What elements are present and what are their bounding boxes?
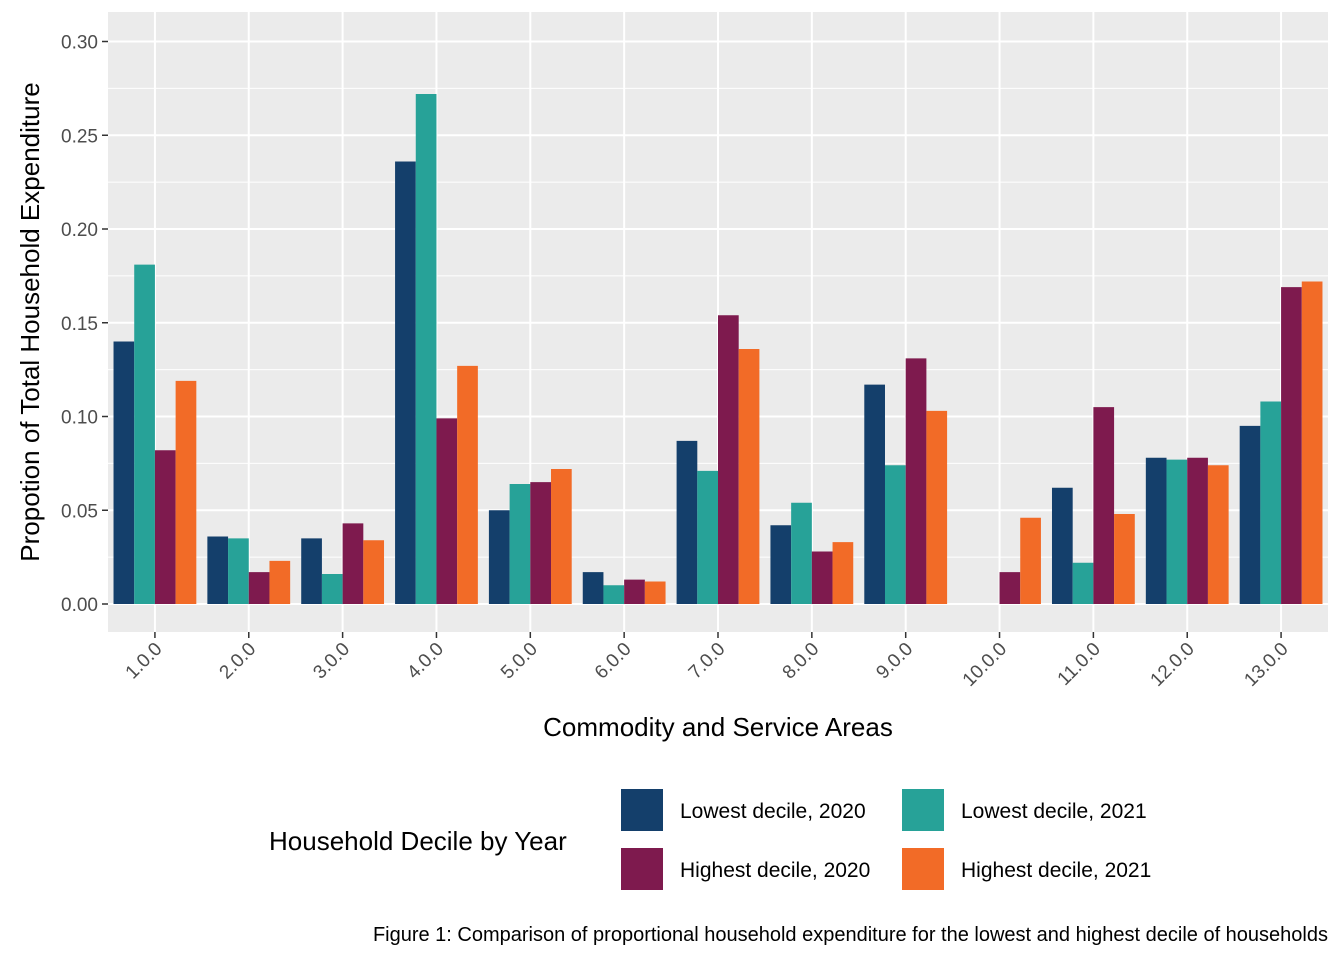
figure-caption: Figure 1: Comparison of proportional hou… xyxy=(373,924,1328,946)
x-tick-label: 7.0.0 xyxy=(685,639,730,684)
legend-label: Lowest decile, 2020 xyxy=(680,800,866,823)
x-tick-label: 1.0.0 xyxy=(122,639,167,684)
bar xyxy=(1020,517,1041,604)
bar xyxy=(1207,465,1229,604)
bar xyxy=(926,410,948,604)
x-tick-label: 9.0.0 xyxy=(872,639,917,684)
y-tick-label: 0.20 xyxy=(61,220,98,241)
bar xyxy=(582,572,604,604)
legend: Lowest decile, 2020 Lowest decile, 2021 Hi… xyxy=(621,789,1151,890)
y-axis: 0.00 0.05 0.10 0.15 0.20 0.25 0.30 xyxy=(61,33,108,616)
legend-swatch xyxy=(621,848,663,890)
bar xyxy=(301,538,322,604)
y-tick-label: 0.30 xyxy=(61,33,98,54)
bar xyxy=(551,469,572,604)
bar xyxy=(269,560,291,604)
legend-label: Highest decile, 2021 xyxy=(961,859,1151,882)
bar xyxy=(905,358,927,604)
bar xyxy=(509,484,531,604)
bar xyxy=(624,579,645,604)
bar xyxy=(738,349,760,604)
bar xyxy=(770,525,792,604)
bar xyxy=(1239,425,1261,604)
legend-swatch xyxy=(621,789,663,831)
y-tick-label: 0.05 xyxy=(61,501,98,522)
legend-label: Lowest decile, 2021 xyxy=(961,800,1147,823)
x-tick-label: 3.0.0 xyxy=(309,639,354,684)
x-tick-label: 4.0.0 xyxy=(403,639,448,684)
bar xyxy=(321,574,343,604)
bar xyxy=(113,341,135,604)
bar xyxy=(1281,287,1302,604)
bars xyxy=(113,94,1323,604)
bar xyxy=(791,502,812,604)
bar xyxy=(832,542,854,604)
x-tick-label: 11.0.0 xyxy=(1054,639,1105,690)
bar xyxy=(1093,407,1115,604)
bar xyxy=(228,538,249,604)
y-tick-label: 0.00 xyxy=(61,595,98,616)
y-tick-label: 0.10 xyxy=(61,408,98,429)
bar xyxy=(999,572,1021,604)
bar xyxy=(488,510,510,604)
legend-swatch xyxy=(902,848,944,890)
bar xyxy=(436,418,458,604)
bar xyxy=(697,470,718,604)
bar xyxy=(718,315,739,604)
bar xyxy=(676,440,698,604)
bar xyxy=(644,581,666,604)
x-tick-label: 10.0.0 xyxy=(959,639,1011,691)
bar xyxy=(1166,459,1188,604)
bar xyxy=(1301,281,1323,604)
bar xyxy=(395,161,416,604)
bar xyxy=(884,465,906,604)
legend-swatch xyxy=(902,789,944,831)
bar xyxy=(175,380,197,604)
y-tick-label: 0.25 xyxy=(61,126,98,147)
bar xyxy=(248,572,270,604)
bar xyxy=(603,585,625,604)
legend-title: Household Decile by Year xyxy=(269,826,567,856)
bar xyxy=(457,365,478,604)
y-tick-label: 0.15 xyxy=(61,314,98,335)
bar xyxy=(154,450,176,604)
x-tick-label: 12.0.0 xyxy=(1147,639,1199,691)
bar xyxy=(1114,514,1135,604)
bar xyxy=(134,264,155,604)
x-axis: 1.0.0 2.0.0 3.0.0 4.0.0 5.0.0 6.0.0 7.0.0 8.0.0… xyxy=(122,632,1293,691)
legend-label: Highest decile, 2020 xyxy=(680,859,870,882)
bar xyxy=(1145,457,1167,604)
bar xyxy=(342,523,364,604)
x-tick-label: 8.0.0 xyxy=(779,639,824,684)
x-axis-title: Commodity and Service Areas xyxy=(543,712,893,742)
x-tick-label: 2.0.0 xyxy=(216,639,261,684)
bar xyxy=(864,384,885,604)
x-tick-label: 13.0.0 xyxy=(1240,639,1292,691)
bar xyxy=(1260,401,1282,604)
bar xyxy=(363,540,385,604)
bar xyxy=(811,551,833,604)
x-tick-label: 5.0.0 xyxy=(497,639,542,684)
bar xyxy=(1072,562,1094,604)
y-axis-title: Propotion of Total Household Expenditure xyxy=(15,82,45,561)
bar xyxy=(207,536,229,604)
bar xyxy=(1187,457,1208,604)
bar xyxy=(415,94,437,604)
x-tick-label: 6.0.0 xyxy=(591,639,636,684)
bar xyxy=(1051,487,1073,604)
bar xyxy=(530,482,552,604)
